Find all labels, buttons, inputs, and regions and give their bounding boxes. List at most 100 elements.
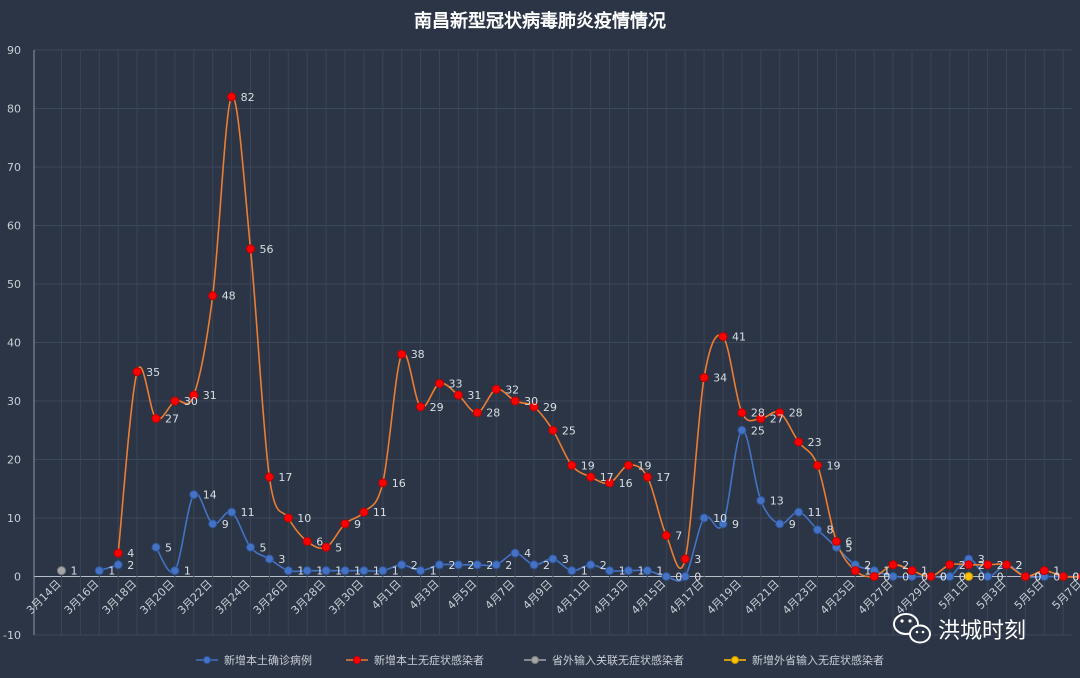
data-label: 3: [694, 553, 701, 566]
data-point: [302, 536, 312, 546]
data-label: 0: [940, 571, 947, 584]
y-tick-label: 30: [7, 395, 21, 408]
data-label: 3: [562, 553, 569, 566]
x-tick-label: 4月15日: [629, 577, 669, 617]
data-point: [680, 572, 690, 581]
legend-marker: [203, 656, 211, 664]
data-label: 48: [222, 290, 236, 303]
data-label: 35: [146, 366, 160, 379]
data-point: [775, 519, 785, 529]
data-point: [189, 490, 199, 500]
y-tick-label: 90: [7, 44, 21, 57]
data-point: [57, 566, 66, 576]
data-point: [586, 560, 596, 570]
data-label: 19: [827, 459, 841, 472]
data-label: 0: [902, 571, 909, 584]
data-point: [151, 542, 161, 552]
x-tick-label: 3月16日: [62, 577, 102, 617]
data-point: [340, 519, 350, 529]
data-label: 2: [902, 559, 909, 572]
x-tick-label: 3月30日: [326, 577, 366, 617]
data-point: [737, 425, 747, 435]
data-label: 11: [808, 506, 822, 519]
data-point: [624, 460, 633, 470]
data-point: [548, 425, 558, 435]
legend-marker: [353, 656, 361, 664]
data-point: [321, 566, 331, 576]
data-label: 3: [978, 553, 985, 566]
data-point: [472, 408, 482, 418]
data-label: 19: [581, 459, 595, 472]
data-label: 6: [845, 535, 852, 548]
data-point: [378, 478, 388, 488]
data-point: [718, 332, 728, 342]
x-tick-label: 4月3日: [407, 577, 442, 612]
data-label: 0: [978, 571, 985, 584]
data-point: [737, 408, 747, 418]
data-label: 1: [316, 565, 323, 578]
data-point: [397, 349, 407, 359]
data-label: 29: [430, 401, 444, 414]
data-label: 1: [108, 565, 115, 578]
x-tick-label: 4月5日: [445, 577, 480, 612]
data-label: 2: [505, 559, 512, 572]
legend-marker: [731, 656, 739, 664]
data-point: [378, 566, 388, 576]
data-point: [888, 560, 898, 570]
data-point: [529, 560, 539, 570]
data-label: 9: [222, 518, 229, 531]
x-tick-label: 4月21日: [742, 577, 782, 617]
y-tick-label: 20: [7, 454, 21, 467]
data-point: [794, 437, 804, 447]
x-tick-label: 3月18日: [100, 577, 140, 617]
data-label: 9: [354, 518, 361, 531]
data-point: [510, 548, 520, 558]
data-point: [453, 390, 463, 400]
data-point: [813, 460, 822, 470]
legend: 新增本土确诊病例 新增本土无症状感染者 省外输入关联无症状感染者 新增外省输入无症状感…: [196, 653, 884, 667]
data-point: [264, 472, 274, 482]
data-label: 1: [184, 565, 191, 578]
data-label: 33: [449, 377, 463, 390]
x-tick-label: 4月9日: [520, 577, 555, 612]
data-label: 9: [789, 518, 796, 531]
data-label: 31: [467, 389, 481, 402]
data-point: [813, 525, 822, 535]
data-label: 31: [203, 389, 217, 402]
chart-title: 南昌新型冠状病毒肺炎疫情情况: [414, 10, 666, 32]
data-point: [1058, 572, 1068, 581]
data-label: 2: [997, 559, 1004, 572]
data-point: [453, 560, 463, 570]
x-tick-label: 3月28日: [289, 577, 329, 617]
data-point: [340, 566, 350, 576]
data-point: [246, 244, 255, 254]
data-point: [246, 542, 255, 552]
data-label: 0: [997, 571, 1004, 584]
data-label: 17: [278, 471, 292, 484]
watermark: 洪城时刻: [893, 613, 1026, 644]
data-label: 34: [713, 372, 727, 385]
data-label: 1: [430, 565, 437, 578]
data-point: [151, 414, 161, 424]
data-label: 1: [921, 565, 928, 578]
data-label: 30: [184, 395, 198, 408]
data-label: 2: [449, 559, 456, 572]
data-point: [435, 378, 444, 388]
data-label: 1: [864, 565, 871, 578]
data-point: [661, 531, 671, 541]
data-label: 1: [71, 565, 78, 578]
data-point: [548, 554, 558, 564]
x-tick-label: 3月20日: [137, 577, 177, 617]
data-label: 23: [808, 436, 822, 449]
data-label: 2: [411, 559, 418, 572]
data-label: 1: [883, 565, 890, 578]
data-label: 82: [241, 91, 255, 104]
data-label: 27: [770, 413, 784, 426]
data-label: 17: [600, 471, 614, 484]
data-point: [567, 566, 577, 576]
data-point: [302, 566, 312, 576]
data-label: 14: [203, 489, 217, 502]
x-tick-label: 4月13日: [591, 577, 631, 617]
